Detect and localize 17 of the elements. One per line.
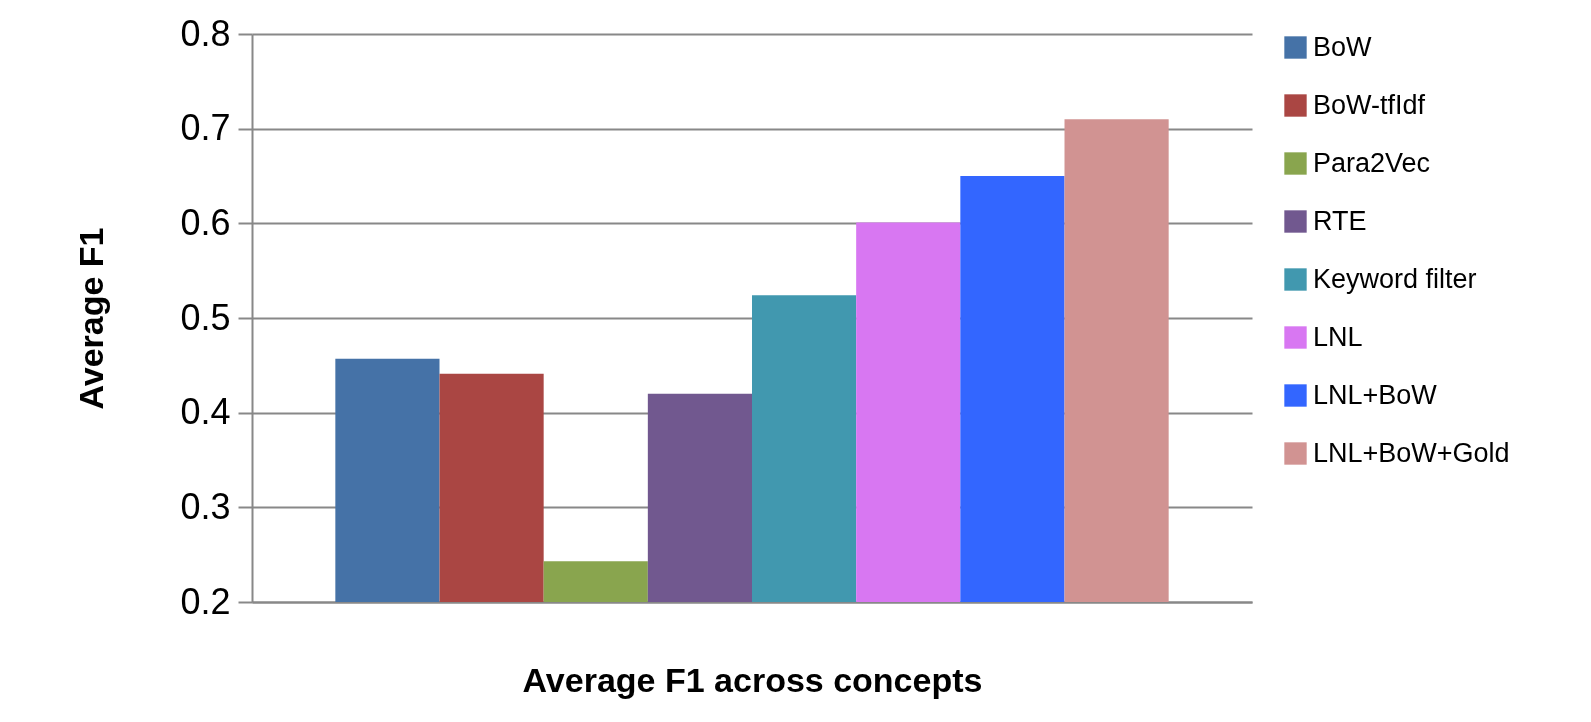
legend-label: RTE bbox=[1313, 205, 1367, 236]
y-tick-label: 0.7 bbox=[180, 107, 231, 149]
y-axis-title: Average F1 bbox=[72, 227, 111, 410]
legend-label: LNL+BoW+Gold bbox=[1313, 437, 1510, 468]
legend-label: Keyword filter bbox=[1313, 263, 1477, 294]
y-tick-label: 0.2 bbox=[180, 580, 231, 622]
legend-label: BoW-tfIdf bbox=[1313, 89, 1426, 120]
y-tick-label: 0.3 bbox=[180, 485, 231, 527]
legend-label: BoW bbox=[1313, 31, 1373, 62]
legend-label: LNL bbox=[1313, 321, 1363, 352]
y-tick-label: 0.5 bbox=[180, 296, 231, 338]
y-tick-label: 0.8 bbox=[180, 12, 231, 54]
legend-label: LNL+BoW bbox=[1313, 379, 1438, 410]
y-tick-label: 0.4 bbox=[180, 391, 231, 433]
legend-label: Para2Vec bbox=[1313, 147, 1431, 178]
y-tick-label: 0.6 bbox=[180, 201, 231, 243]
x-axis-title: Average F1 across concepts bbox=[522, 660, 983, 699]
